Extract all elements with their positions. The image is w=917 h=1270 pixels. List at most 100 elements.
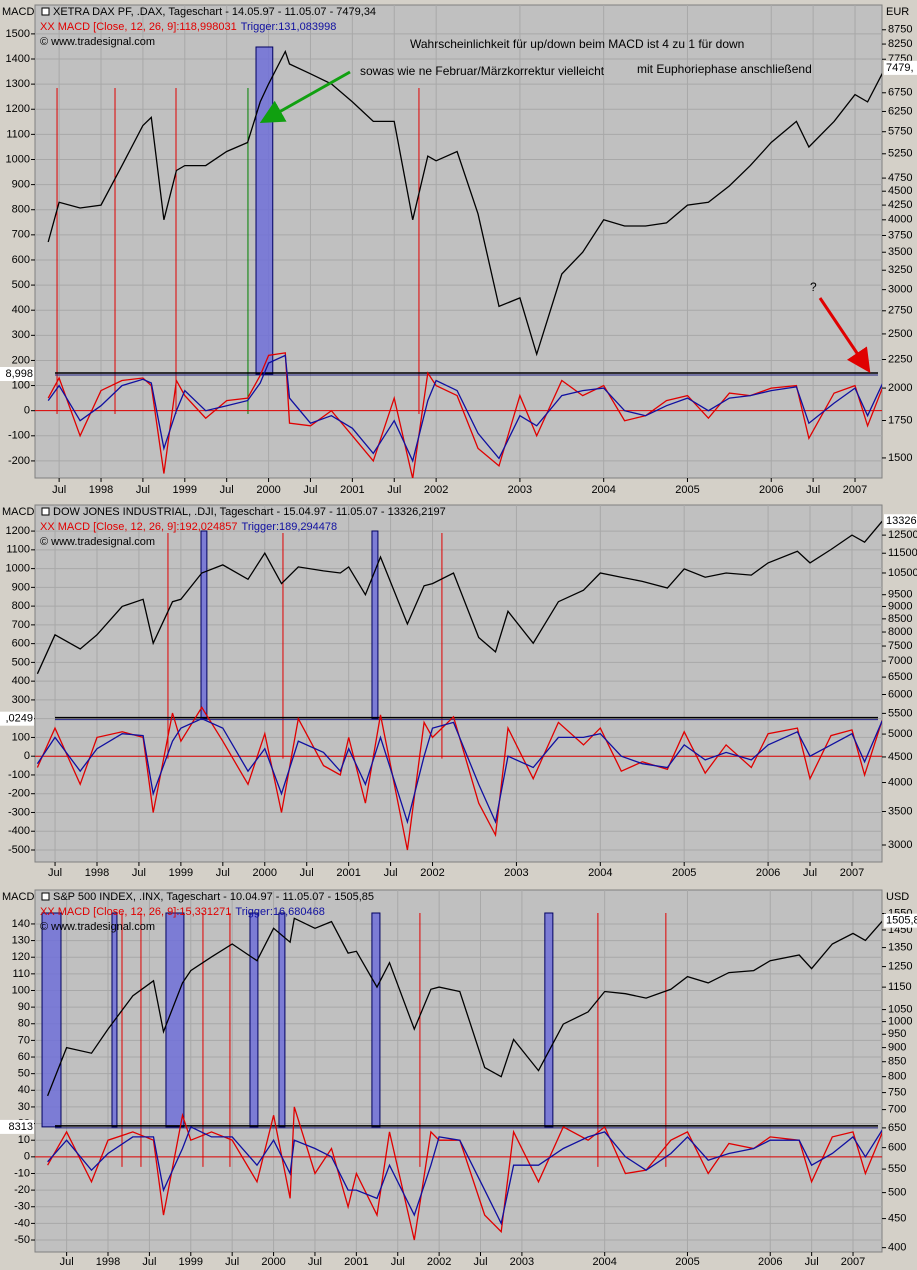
y2-tick-label: 1000 xyxy=(888,1016,912,1028)
y-tick-label: 400 xyxy=(12,304,30,316)
x-tick-label: 2002 xyxy=(427,1256,451,1268)
y-tick-label: 1200 xyxy=(6,103,30,115)
highlight-box xyxy=(165,912,185,1128)
x-tick-label: Jul xyxy=(60,1256,74,1268)
highlight-box xyxy=(371,530,379,720)
y2-tick-label: 2000 xyxy=(888,382,912,394)
y-tick-label: 70 xyxy=(18,1034,30,1046)
x-tick-label: 1998 xyxy=(89,484,113,496)
y2-tick-label: 700 xyxy=(888,1104,906,1116)
y2-tick-label: 750 xyxy=(888,1086,906,1098)
plot-area xyxy=(34,504,883,863)
y-tick-label: 0 xyxy=(24,750,30,762)
y-tick-label: 700 xyxy=(12,229,30,241)
x-tick-label: 1998 xyxy=(96,1256,120,1268)
y2-tick-label: 1250 xyxy=(888,960,912,972)
y-tick-label: 40 xyxy=(18,1084,30,1096)
level-label-box xyxy=(0,711,34,726)
annotation: ? xyxy=(810,280,817,294)
price-line xyxy=(46,917,882,1097)
y-tick-label: -20 xyxy=(14,1184,30,1196)
y-tick-label: -400 xyxy=(8,825,30,837)
trigger-label: Trigger:189,294478 xyxy=(242,521,338,533)
y2-tick-label: 2500 xyxy=(888,328,912,340)
x-tick-label: 2000 xyxy=(253,867,277,879)
level-label-box xyxy=(0,367,34,382)
macd-line xyxy=(47,1126,882,1226)
y-tick-label: 60 xyxy=(18,1051,30,1063)
x-tick-label: 2006 xyxy=(759,484,783,496)
x-tick-label: 2006 xyxy=(756,867,780,879)
trigger-label: Trigger:16,680468 xyxy=(235,906,325,918)
y2-tick-label: 1050 xyxy=(888,1003,912,1015)
chart-title: S&P 500 INDEX, .INX, Tageschart - 10.04.… xyxy=(53,891,374,903)
y2-tick-label: 2250 xyxy=(888,353,912,365)
level-label-box xyxy=(0,1119,34,1134)
y2-tick-label: 4500 xyxy=(888,185,912,197)
x-tick-label: 1999 xyxy=(169,867,193,879)
x-tick-label: 1999 xyxy=(173,484,197,496)
x-tick-label: 2005 xyxy=(675,1256,699,1268)
price-label-box xyxy=(884,913,917,928)
x-tick-label: 2001 xyxy=(344,1256,368,1268)
macd-line xyxy=(47,354,882,463)
level-label: ,0249 xyxy=(5,713,33,725)
price-line xyxy=(36,520,882,675)
red-arrow xyxy=(818,297,871,373)
y-tick-label: 600 xyxy=(12,254,30,266)
annotation: mit Euphoriephase anschließend xyxy=(637,62,812,76)
x-tick-label: 2007 xyxy=(843,484,867,496)
y2-tick-label: 4500 xyxy=(888,751,912,763)
y-tick-label: 1200 xyxy=(6,525,30,537)
x-tick-label: Jul xyxy=(387,484,401,496)
y-tick-label: 0 xyxy=(24,1151,30,1163)
y-tick-label: 0 xyxy=(24,405,30,417)
x-tick-label: 2003 xyxy=(510,1256,534,1268)
x-tick-label: Jul xyxy=(220,484,234,496)
highlight-box xyxy=(278,912,286,1128)
x-tick-label: Jul xyxy=(52,484,66,496)
y2-tick-label: 1350 xyxy=(888,941,912,953)
level-label: 8,998 xyxy=(5,368,33,380)
y-tick-label: 500 xyxy=(12,279,30,291)
x-tick-label: Jul xyxy=(473,1256,487,1268)
y2-tick-label: 500 xyxy=(888,1187,906,1199)
y2-tick-label: 1750 xyxy=(888,414,912,426)
y-tick-label: 1100 xyxy=(6,128,30,140)
y-tick-label: 1100 xyxy=(6,544,30,556)
y2-tick-label: 6000 xyxy=(888,688,912,700)
y2-tick-label: 12500 xyxy=(888,529,917,541)
x-tick-label: Jul xyxy=(225,1256,239,1268)
x-tick-label: Jul xyxy=(391,1256,405,1268)
y-tick-label: 1000 xyxy=(6,153,30,165)
y2-tick-label: 3250 xyxy=(888,264,912,276)
panel: 1500140013001200110010009008007006005004… xyxy=(0,4,917,496)
y2-tick-label: 6500 xyxy=(888,671,912,683)
highlight-box xyxy=(200,530,208,720)
y2-tick-label: 9000 xyxy=(888,600,912,612)
chart-title: DOW JONES INDUSTRIAL, .DJI, Tageschart -… xyxy=(53,506,446,518)
macd-line xyxy=(47,1106,882,1241)
x-tick-label: Jul xyxy=(136,484,150,496)
y-tick-label: -100 xyxy=(8,430,30,442)
y2-tick-label: 10500 xyxy=(888,567,917,579)
y2-tick-label: 4000 xyxy=(888,776,912,788)
y2-tick-label: 800 xyxy=(888,1071,906,1083)
y2-tick-label: 2750 xyxy=(888,305,912,317)
y2-tick-label: 8750 xyxy=(888,24,912,36)
x-tick-label: Jul xyxy=(300,867,314,879)
y-tick-label: 1400 xyxy=(6,53,30,65)
checkbox-icon xyxy=(41,892,50,901)
panels: 1500140013001200110010009008007006005004… xyxy=(0,4,917,1268)
y-tick-label: -40 xyxy=(14,1217,30,1229)
macd-label: XX MACD [Close, 12, 26, 9]:15,331271 xyxy=(40,906,231,918)
y-tick-label: 30 xyxy=(18,1101,30,1113)
y-tick-label: 10 xyxy=(18,1134,30,1146)
y2-tick-label: 7000 xyxy=(888,655,912,667)
x-tick-label: Jul xyxy=(805,1256,819,1268)
x-tick-label: Jul xyxy=(308,1256,322,1268)
x-tick-label: 2002 xyxy=(420,867,444,879)
x-tick-label: 2005 xyxy=(675,484,699,496)
macd-label: XX MACD [Close, 12, 26, 9]:118,998031 xyxy=(40,21,237,33)
